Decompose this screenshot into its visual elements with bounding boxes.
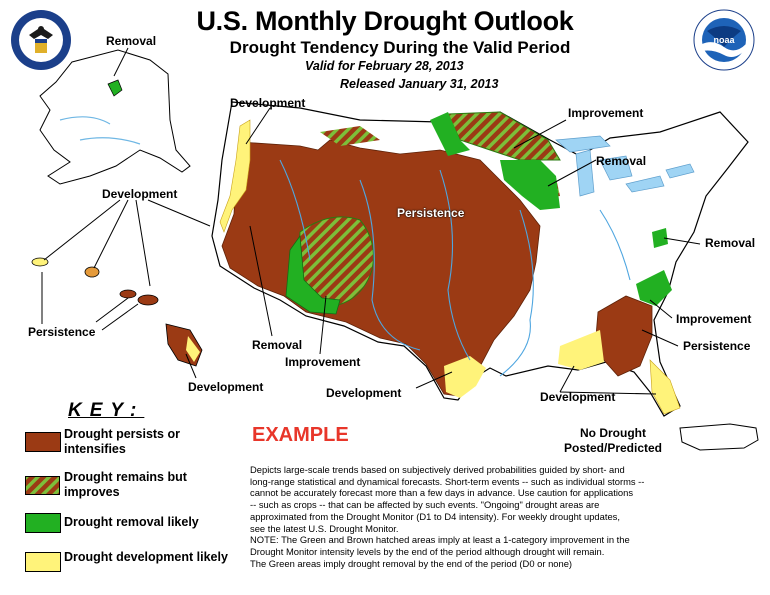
label-alaska-removal: Removal [106,34,157,48]
label-removal-sw: Removal [252,338,303,352]
removal-area-north [430,112,470,156]
label-development-nw: Development [230,96,306,110]
key-swatch-persist [25,432,61,452]
rivers [279,159,631,377]
noaa-logo-icon: noaa [693,9,755,71]
removal-area-sw [285,234,341,315]
desc-line: Depicts large-scale trends based on subj… [250,464,625,475]
desc-line: long-range statistical and dynamical for… [250,475,645,487]
label-development-gulf: Development [540,390,616,404]
development-area-gulf [558,330,604,370]
label-persistence-se: Persistence [683,339,751,353]
description-text: Depicts large-scale trends based on subj… [250,464,762,569]
desc-line: -- such as crops -- that can be affected… [250,499,600,511]
label-persistence-center: Persistence [397,206,465,220]
removal-area-greatlakes [500,160,560,210]
desc-line: cannot be accurately forecast more than … [250,487,634,499]
pointer-lines [41,47,701,395]
removal-area-se [636,270,672,306]
no-drought-label: No Drought Posted/Predicted [563,426,663,455]
hawaii-map [31,257,203,367]
label-improvement-se: Improvement [676,312,752,326]
key-label-removal: Drought removal likely [64,515,199,529]
key-label-persist: Drought persists or intensifies [64,427,180,456]
desc-line: Drought Monitor intensity levels by the … [250,545,605,557]
alaska-map [39,49,191,185]
label-improvement-north: Improvement [568,106,644,120]
desc-line: NOTE: The Green and Brown hatched areas … [250,534,630,546]
page-title: U.S. Monthly Drought Outlook [196,6,574,36]
key-swatch-improve [25,476,60,495]
valid-date: Valid for February 28, 2013 [305,59,464,73]
svg-text:noaa: noaa [713,35,735,45]
released-date: Released January 31, 2013 [340,77,499,91]
commerce-seal-icon [11,10,71,70]
page-subtitle: Drought Tendency During the Valid Period [229,38,571,57]
removal-area-east [652,228,668,248]
persistence-area-main [221,139,541,397]
label-persistence-hi: Persistence [28,325,96,339]
key-label-development: Drought development likely [64,550,228,564]
label-development-tx: Development [326,386,402,400]
great-lakes [555,135,695,197]
label-development-hi: Development [102,187,178,201]
alaska-removal-area [107,79,123,97]
key-swatch-development [25,552,61,572]
key-title: KEY: [68,400,145,421]
label-removal-east: Removal [705,236,756,250]
key-label-improve: Drought remains but improves [64,470,187,499]
label-removal-greatlakes: Removal [596,154,647,168]
key-swatch-removal [25,513,61,533]
example-stamp: EXAMPLE [252,424,349,446]
desc-line: approximated from the Drought Monitor (D… [250,510,620,522]
label-development-hi-south: Development [188,380,264,394]
development-area-tx [444,356,486,398]
label-improvement-sw: Improvement [285,355,361,369]
development-area-nw [219,119,251,233]
desc-line: The Green areas imply drought removal by… [250,557,573,569]
no-drought-swatch [679,423,759,451]
development-area-fl [649,359,681,415]
desc-line: see the latest U.S. Drought Monitor. [250,522,399,534]
